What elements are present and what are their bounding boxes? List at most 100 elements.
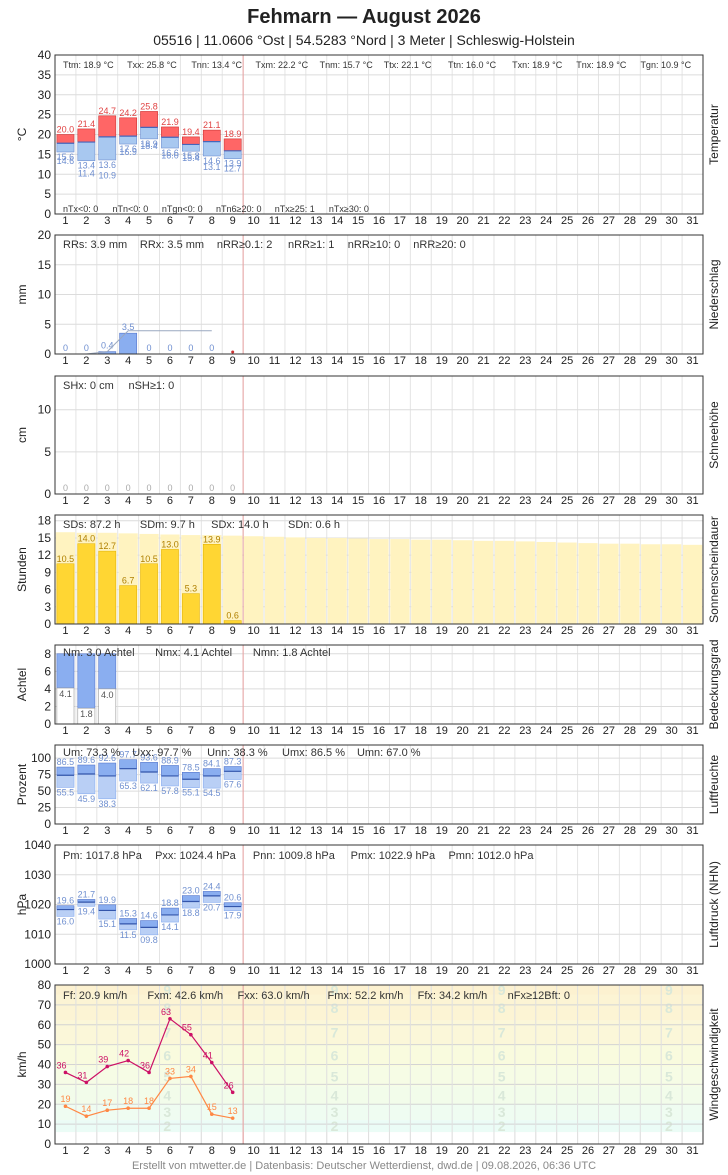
x-tick-label: 15 bbox=[352, 355, 364, 367]
sun-possible-bar bbox=[641, 544, 661, 624]
umin-bar bbox=[140, 771, 158, 784]
panel-border bbox=[54, 514, 704, 625]
sun-bar bbox=[119, 585, 137, 625]
tmax-label: 24.2 bbox=[119, 108, 137, 118]
sun-possible-bar bbox=[411, 539, 431, 624]
x-tick-label: 27 bbox=[603, 825, 615, 837]
x-tick-label: 17 bbox=[394, 965, 406, 977]
x-tick-label: 5 bbox=[146, 625, 152, 637]
pmax-label: 24.4 bbox=[203, 881, 221, 891]
x-tick-label: 9 bbox=[230, 825, 236, 837]
x-tick-label: 5 bbox=[146, 215, 152, 227]
pmin-bar bbox=[140, 927, 158, 936]
x-tick-label: 4 bbox=[125, 725, 131, 737]
stat-label: SDm: 9.7 h bbox=[140, 519, 195, 531]
stat-label: nTx<0: 0 bbox=[63, 204, 98, 214]
umax-label: 78.5 bbox=[182, 762, 200, 772]
x-tick-label: 3 bbox=[104, 965, 110, 977]
sun-bar bbox=[77, 543, 96, 625]
x-tick-label: 22 bbox=[498, 725, 510, 737]
gust-label: 31 bbox=[77, 1070, 87, 1080]
x-tick-label: 8 bbox=[209, 215, 215, 227]
beaufort-band bbox=[56, 1120, 702, 1133]
x-tick-label: 2 bbox=[83, 725, 89, 737]
tmin-bar bbox=[161, 136, 179, 149]
x-tick-label: 19 bbox=[436, 965, 448, 977]
tground-label: 15.4 bbox=[182, 153, 200, 163]
x-tick-label: 23 bbox=[519, 215, 531, 227]
y-tick-label: 6 bbox=[44, 583, 51, 597]
y-tick-label: 0 bbox=[44, 817, 51, 831]
y-tick-label: 0 bbox=[44, 617, 51, 631]
x-tick-label: 17 bbox=[394, 355, 406, 367]
stat-label: Nmx: 4.1 Achtel bbox=[155, 647, 232, 659]
beaufort-label: 7 bbox=[665, 1025, 673, 1041]
umax-label: 93.6 bbox=[140, 752, 158, 762]
x-tick-label: 19 bbox=[436, 355, 448, 367]
mean-label: 14 bbox=[81, 1104, 91, 1114]
x-tick-label: 12 bbox=[289, 215, 301, 227]
x-tick-label: 12 bbox=[289, 825, 301, 837]
x-tick-label: 22 bbox=[498, 215, 510, 227]
x-tick-label: 23 bbox=[519, 725, 531, 737]
x-tick-label: 11 bbox=[269, 625, 280, 637]
x-tick-label: 10 bbox=[247, 1145, 259, 1157]
beaufort-label: 2 bbox=[163, 1118, 171, 1134]
x-tick-label: 9 bbox=[230, 1145, 236, 1157]
beaufort-band bbox=[56, 1020, 702, 1045]
pmin-label: 14.1 bbox=[161, 922, 179, 932]
x-tick-label: 1 bbox=[62, 215, 68, 227]
x-tick-label: 15 bbox=[352, 215, 364, 227]
x-tick-label: 28 bbox=[624, 1145, 636, 1157]
tmax-bar bbox=[223, 138, 242, 152]
x-tick-label: 2 bbox=[83, 1145, 89, 1157]
y-axis-label: hPa bbox=[15, 894, 29, 916]
stat-label: nTn<0: 0 bbox=[112, 204, 148, 214]
sun-label: 12.7 bbox=[98, 541, 116, 551]
x-tick-label: 27 bbox=[603, 965, 615, 977]
tmax-bar bbox=[140, 111, 158, 128]
x-tick-label: 25 bbox=[561, 625, 573, 637]
x-tick-label: 12 bbox=[289, 725, 301, 737]
mean-label: 18 bbox=[144, 1096, 154, 1106]
x-tick-label: 28 bbox=[624, 215, 636, 227]
x-tick-label: 10 bbox=[247, 965, 259, 977]
stat-label: Fxx: 63.0 km/h bbox=[237, 990, 309, 1002]
y-tick-label: 1010 bbox=[24, 927, 51, 941]
x-tick-label: 28 bbox=[624, 725, 636, 737]
x-tick-label: 24 bbox=[540, 825, 552, 837]
x-tick-label: 18 bbox=[415, 1145, 427, 1157]
x-tick-label: 9 bbox=[230, 625, 236, 637]
panel-name: Windgeschwindigkeit bbox=[707, 1008, 721, 1121]
precip-label: 0 bbox=[188, 343, 193, 353]
x-tick-label: 16 bbox=[373, 825, 385, 837]
x-tick-label: 8 bbox=[209, 965, 215, 977]
sun-possible-bar bbox=[348, 538, 368, 624]
x-tick-label: 25 bbox=[561, 1145, 573, 1157]
y-tick-label: 5 bbox=[44, 187, 51, 201]
x-tick-label: 21 bbox=[477, 495, 489, 507]
stat-label: RRx: 3.5 mm bbox=[140, 239, 204, 251]
trace-dot bbox=[231, 350, 235, 354]
stat-label: Tnn: 13.4 °C bbox=[191, 60, 242, 70]
x-tick-label: 4 bbox=[125, 825, 131, 837]
x-tick-label: 27 bbox=[603, 625, 615, 637]
y-tick-label: 15 bbox=[38, 258, 52, 272]
x-tick-label: 16 bbox=[373, 495, 385, 507]
tmin-bar bbox=[56, 142, 75, 153]
tmin-label: 14.6 bbox=[203, 156, 221, 166]
cloud-label: 4.1 bbox=[59, 689, 72, 699]
beaufort-label: 7 bbox=[163, 1025, 171, 1041]
beaufort-label: 8 bbox=[331, 1000, 339, 1016]
x-tick-label: 25 bbox=[561, 495, 573, 507]
x-tick-label: 11 bbox=[269, 725, 280, 737]
y-tick-label: 40 bbox=[38, 48, 52, 62]
tmin-label: 16.6 bbox=[161, 148, 179, 158]
x-tick-label: 11 bbox=[269, 495, 280, 507]
gust-point bbox=[189, 1032, 193, 1037]
y-tick-label: 5 bbox=[44, 445, 51, 459]
umax-label: 84.1 bbox=[203, 759, 221, 769]
x-tick-label: 3 bbox=[104, 1145, 110, 1157]
x-tick-label: 30 bbox=[666, 825, 678, 837]
